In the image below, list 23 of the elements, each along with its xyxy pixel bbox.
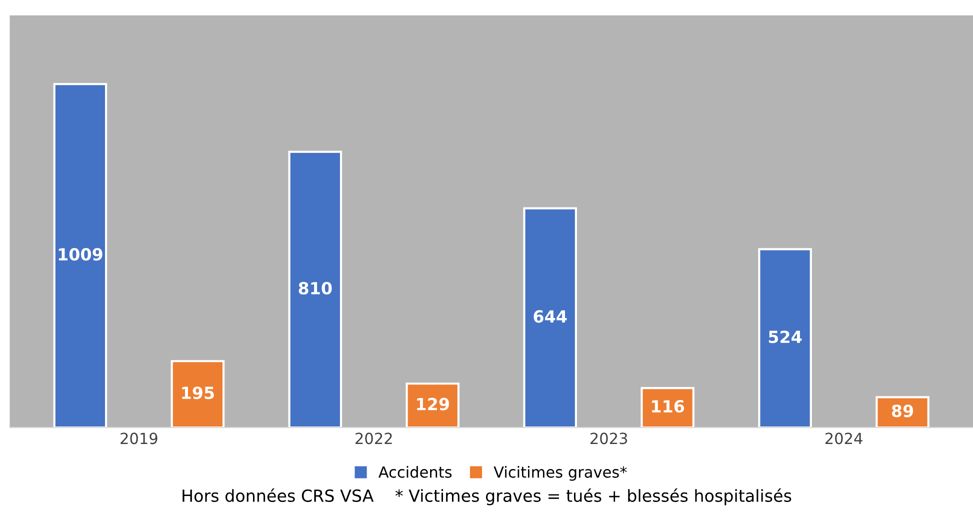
legend-label: Vicitimes graves* xyxy=(494,466,627,481)
x-tick-label: 2019 xyxy=(120,432,158,444)
data-label: 89 xyxy=(892,404,914,418)
data-label: 1009 xyxy=(58,248,102,261)
x-tick-label: 2022 xyxy=(356,432,392,444)
x-tick-label: 2024 xyxy=(825,432,862,444)
data-label: 810 xyxy=(298,282,332,294)
bar xyxy=(406,382,460,428)
data-label: 129 xyxy=(417,398,449,410)
bar xyxy=(170,360,225,428)
bar xyxy=(288,150,342,428)
data-label: 195 xyxy=(182,386,214,400)
text: Hors données CRS VSA * Victimes graves = tués + blessés hospitalisés xyxy=(182,488,792,506)
bar xyxy=(640,386,694,428)
bar xyxy=(876,396,930,428)
bar xyxy=(523,207,577,428)
bar xyxy=(758,248,812,428)
bar xyxy=(53,83,108,428)
legend-label: Accidents xyxy=(378,466,452,478)
data-label: 116 xyxy=(652,400,684,413)
data-label: 524 xyxy=(768,330,802,344)
x-tick-label: 2023 xyxy=(590,432,628,444)
data-label: 644 xyxy=(534,310,567,323)
